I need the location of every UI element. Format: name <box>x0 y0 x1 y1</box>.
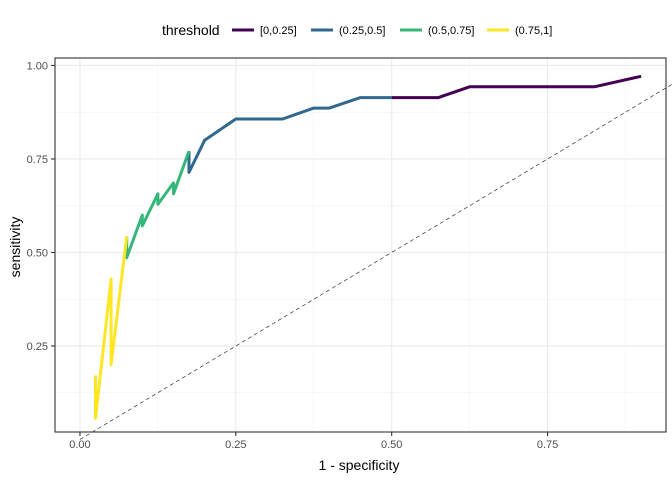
y-tick-label: 0.50 <box>27 247 48 259</box>
x-tick-label: 0.75 <box>537 439 558 451</box>
legend-label-3: (0.5,0.75] <box>428 25 474 37</box>
panel-border <box>54 57 667 433</box>
x-tick-label: 0.25 <box>225 439 246 451</box>
x-axis-title: 1 - specificity <box>319 457 400 473</box>
y-tick-label: 0.25 <box>27 341 48 353</box>
reference-diagonal-line <box>79 83 672 440</box>
y-axis-title: sensitivity <box>7 217 23 278</box>
series-line-4 <box>94 236 129 420</box>
series-line-3 <box>125 150 191 260</box>
x-tick-label: 0.00 <box>69 439 90 451</box>
plot-panel <box>54 57 672 440</box>
legend: threshold [0,0.25] (0.25,0.5] (0.5,0.75] (0… <box>162 22 552 38</box>
x-tick-label: 0.50 <box>381 439 402 451</box>
legend-label-4: (0.75,1] <box>515 25 552 37</box>
series-line-1 <box>391 74 642 100</box>
y-tick-label: 0.75 <box>27 154 48 166</box>
legend-label-2: (0.25,0.5] <box>339 25 385 37</box>
legend-label-1: [0,0.25] <box>260 25 297 37</box>
series-line-2 <box>187 96 392 174</box>
legend-title: threshold <box>162 22 220 38</box>
y-tick-label: 1.00 <box>27 60 48 72</box>
